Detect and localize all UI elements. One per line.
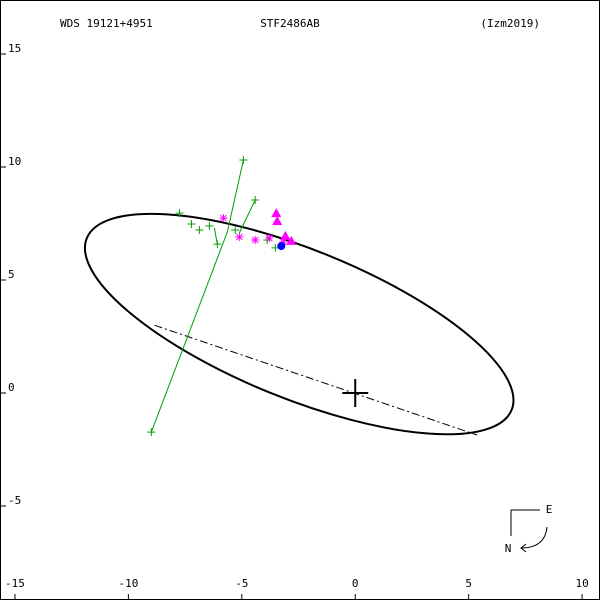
triangle-marker [280,230,291,240]
y-tick-label: -5 [8,494,21,507]
asterisk-marker [279,238,288,247]
asterisk-marker [235,233,244,242]
node-line [154,324,478,436]
plus-marker [251,196,260,204]
compass-axes [510,509,540,536]
asterisk-marker [251,236,260,244]
plus-marker [231,226,240,235]
y-tick-label: 10 [8,155,21,168]
x-tick-label: -10 [118,577,138,590]
asterisk-marker [219,214,228,223]
triangle-marker [271,208,282,218]
y-tick-label: 5 [8,268,15,281]
x-tick-label: -5 [235,577,248,590]
residual-line [226,159,244,233]
compass-arrow [520,526,548,553]
residual-line [150,231,228,433]
y-tick-label: 0 [8,381,15,394]
triangle-marker [272,216,283,226]
compass-east: E [546,503,553,516]
asterisk-marker [265,233,274,242]
plus-marker [205,221,214,230]
x-tick-label: 10 [575,577,588,590]
chart-title-center: STF2486AB [260,17,320,30]
compass [510,509,548,553]
compass-north: N [505,542,512,555]
orbit [83,212,515,436]
chart-title-right: (Izm2019) [480,17,540,30]
residual-line [238,199,256,234]
primary-star [342,378,369,407]
plus-marker [195,226,204,235]
x-tick-label: 5 [465,577,472,590]
x-tick-label: 0 [352,577,359,590]
plus-marker [147,428,156,437]
y-tick-label: 15 [8,42,21,55]
triangle-marker [286,235,297,245]
plus-marker [175,209,184,218]
circle-marker [277,242,286,251]
plus-marker [239,156,248,164]
chart-title-left: WDS 19121+4951 [60,17,153,30]
plus-marker [187,219,196,228]
x-tick-label: -15 [5,577,25,590]
plus-marker [213,240,222,249]
